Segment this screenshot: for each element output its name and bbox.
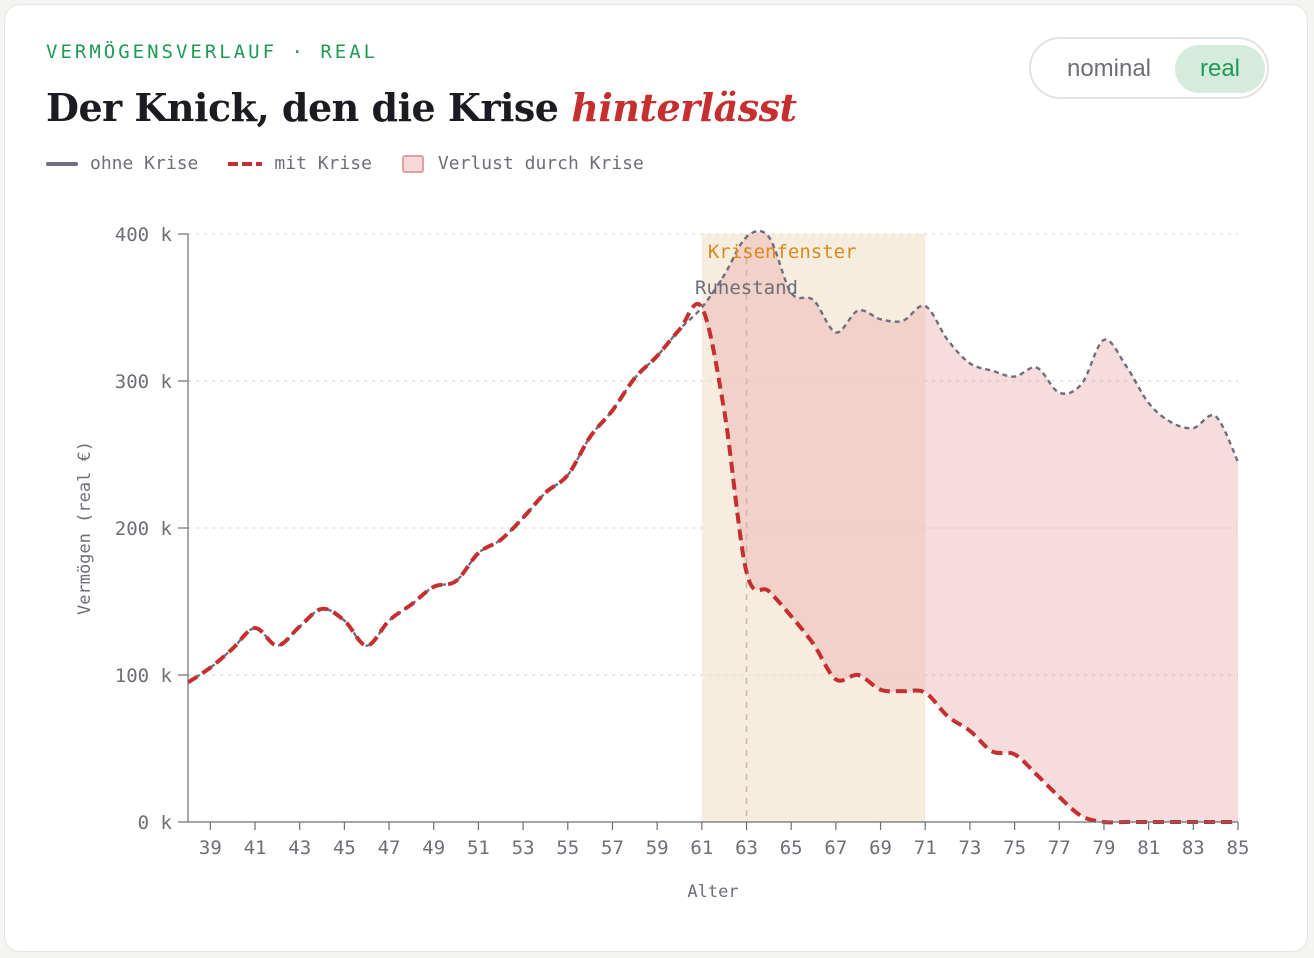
x-tick-label: 63 [735,837,758,859]
chart-legend: ohne Krise mit Krise Verlust durch Krise [46,153,674,174]
y-tick-label: 400 k [115,224,173,246]
legend-label-crisis: mit Krise [274,153,372,174]
x-tick-label: 67 [824,837,847,859]
legend-label-baseline: ohne Krise [90,153,199,174]
x-tick-label: 59 [646,837,669,859]
toggle-option-real[interactable]: real [1175,45,1265,93]
x-tick-label: 73 [958,837,981,859]
chart-card: VERMÖGENSVERLAUF · REAL Der Knick, den d… [4,4,1308,952]
title-main: Der Knick, den die Krise [46,85,572,130]
x-tick-label: 75 [1003,837,1026,859]
grid-lines [188,233,1238,676]
x-tick-label: 79 [1093,837,1116,859]
legend-label-loss: Verlust durch Krise [437,153,644,174]
legend-item-loss: Verlust durch Krise [401,153,644,174]
nominal-real-toggle: nominal real [1029,37,1269,99]
x-tick-label: 85 [1227,837,1250,859]
title-accent: hinterlässt [571,85,797,130]
x-tick-label: 49 [422,837,445,859]
legend-item-crisis: mit Krise [228,153,372,174]
x-tick-label: 45 [333,837,356,859]
x-tick-label: 71 [914,837,937,859]
chart-title: Der Knick, den die Krise hinterlässt [46,85,797,130]
legend-swatch-solid [46,161,78,166]
x-tick-label: 51 [467,837,490,859]
legend-swatch-area [401,154,424,173]
crisis-window-label: Krisenfenster [708,241,857,263]
legend-swatch-dashed [228,161,263,166]
legend-item-baseline: ohne Krise [46,153,198,174]
x-tick-label: 81 [1137,837,1160,859]
x-axis-ticks: 39 41 43 45 47 49 51 53 55 57 59 61 63 65 67 69 71 73 75 77… [199,822,1250,859]
x-tick-label: 83 [1182,837,1205,859]
loss-area [701,231,1238,823]
x-tick-label: 47 [378,837,401,859]
toggle-option-nominal[interactable]: nominal [1066,55,1152,82]
y-axis-ticks: 0 k 100 k 200 k 300 k 400 k [115,224,188,834]
x-tick-label: 77 [1048,837,1071,859]
series-line-ohne-krise [187,229,1240,684]
x-tick-label: 55 [556,837,579,859]
crisis-window-band [701,234,926,822]
y-tick-label: 0 k [138,812,173,834]
x-tick-label: 69 [869,837,892,859]
x-tick-label: 57 [601,837,624,859]
x-tick-label: 43 [288,837,311,859]
y-tick-label: 100 k [115,665,173,687]
x-tick-label: 65 [780,837,803,859]
eyebrow-label: VERMÖGENSVERLAUF · REAL [46,41,379,63]
y-tick-label: 300 k [115,371,173,393]
y-axis-title: Vermögen (real €) [75,441,95,615]
x-tick-label: 53 [512,837,535,859]
y-tick-label: 200 k [115,518,173,540]
x-axis-title: Alter [687,882,738,902]
x-tick-label: 41 [244,837,267,859]
retirement-label: Ruhestand [695,277,798,299]
x-tick-label: 61 [690,837,713,859]
x-tick-label: 39 [199,837,222,859]
